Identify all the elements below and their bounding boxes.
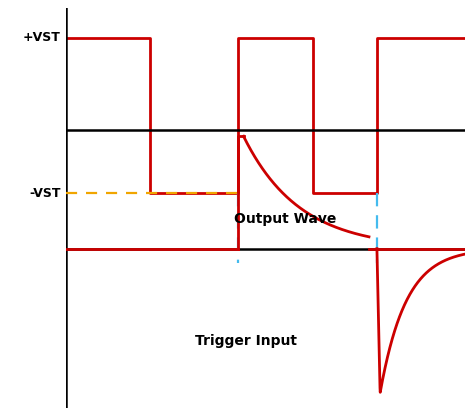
Text: Trigger Input: Trigger Input [194,334,297,348]
Text: Output Wave: Output Wave [234,212,337,226]
Text: -VST: -VST [29,187,60,200]
Text: +VST: +VST [22,31,60,45]
